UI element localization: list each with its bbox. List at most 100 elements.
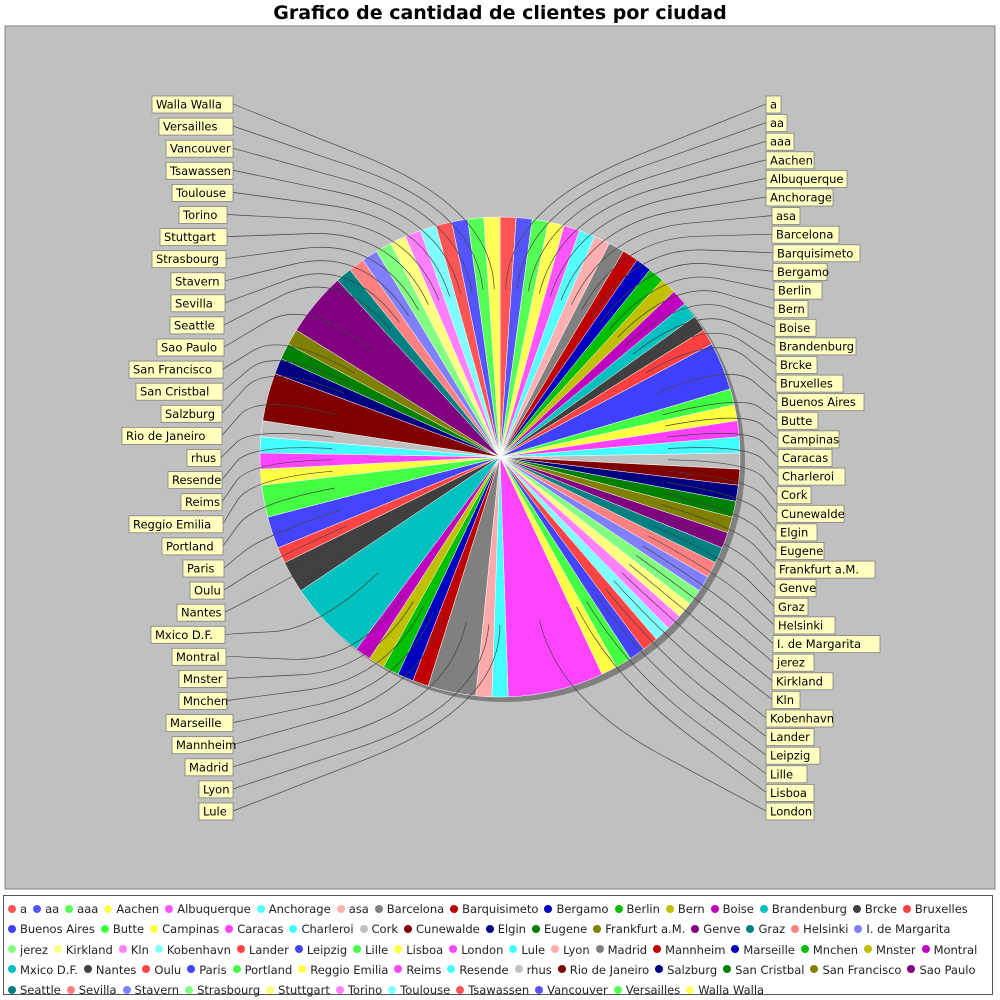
slice-label: Mxico D.F. <box>150 625 226 644</box>
leader-line <box>223 525 347 591</box>
label-text: San Francisco <box>133 363 212 377</box>
legend-item: Charleroi <box>289 919 354 939</box>
label-text: Cunewalde <box>781 507 845 521</box>
legend-item: London <box>449 940 503 960</box>
legend-swatch <box>404 924 412 933</box>
label-box <box>184 758 234 777</box>
legend-item: Boise <box>710 899 754 919</box>
leader-line <box>232 125 484 290</box>
legend-item: Paris <box>187 960 227 980</box>
legend-label: aaa <box>77 902 99 916</box>
legend-swatch <box>336 904 345 913</box>
label-text: Seattle <box>174 318 215 332</box>
legend-label: Kobenhavn <box>166 942 231 957</box>
leader-line <box>655 374 778 402</box>
legend-label: Oulu <box>154 962 182 977</box>
label-box <box>165 714 234 732</box>
legend-item: Bruxelles <box>902 899 968 919</box>
legend-item: Nantes <box>83 960 136 980</box>
leader-line <box>613 580 767 719</box>
leader-line <box>505 103 767 290</box>
legend-label: Lille <box>365 942 389 957</box>
label-box <box>165 139 234 158</box>
leader-line <box>225 594 405 660</box>
legend-swatch <box>165 904 174 913</box>
legend-swatch <box>104 904 113 913</box>
legend-label: a <box>20 902 28 916</box>
legend-swatch <box>289 924 298 933</box>
slice-label: Kln <box>771 691 801 709</box>
label-box <box>776 411 819 430</box>
slice-label: Torino <box>178 206 228 224</box>
label-text: Walla Walla <box>156 98 222 112</box>
slice-label: Elgin <box>775 523 818 542</box>
leader-line <box>222 487 335 547</box>
label-box <box>161 537 224 556</box>
leader-line <box>661 504 776 570</box>
legend-item: Portland <box>232 960 292 980</box>
label-box <box>167 471 223 490</box>
legend-label: Paris <box>199 962 227 977</box>
leader-line <box>576 606 767 793</box>
legend-label: Reggio Emilia <box>310 962 389 977</box>
leader-line <box>586 600 767 775</box>
label-box <box>765 709 834 728</box>
legend-label: Charleroi <box>301 922 354 937</box>
legend-swatch <box>394 965 403 974</box>
leader-line <box>629 564 773 682</box>
legend-label: Madrid <box>607 942 648 957</box>
leader-line <box>657 514 776 589</box>
legend-item: I. de Margarita <box>854 919 950 939</box>
legend-swatch <box>595 945 604 954</box>
label-text: aaa <box>770 135 791 149</box>
leader-line <box>665 417 779 440</box>
legend-swatch <box>509 945 518 954</box>
label-text: Lyon <box>203 782 229 796</box>
slice-label: Versailles <box>158 117 234 136</box>
legend-item: Brcke <box>852 899 897 919</box>
legend-label: San Francisco <box>822 962 902 977</box>
leader-line <box>667 459 778 496</box>
slice-label: Lule <box>198 802 234 821</box>
legend-swatch <box>353 945 362 954</box>
legend-item: Bergamo <box>544 899 609 919</box>
legend-label: rhus <box>526 962 552 977</box>
label-box <box>774 579 817 598</box>
label-box <box>178 670 228 688</box>
slice-label: Paris <box>182 559 225 578</box>
legend-swatch <box>66 985 75 994</box>
label-box <box>170 294 226 313</box>
legend-label: Anchorage <box>268 902 331 916</box>
legend-label: Marseille <box>743 942 795 957</box>
label-text: Marseille <box>170 716 221 730</box>
label-text: Bern <box>778 302 805 316</box>
legend-item: Montral <box>921 940 977 960</box>
label-box <box>774 337 857 356</box>
label-text: Albuquerque <box>770 172 844 186</box>
legend-label: Salzburg <box>667 962 718 977</box>
label-text: Portland <box>166 539 214 553</box>
slice-label: Nantes <box>176 603 226 622</box>
legend-swatch <box>593 924 602 933</box>
slice-label: Genve <box>774 579 817 598</box>
label-box <box>773 300 809 319</box>
label-text: Genve <box>779 581 816 595</box>
label-text: Bruxelles <box>780 377 833 391</box>
legend-item: Anchorage <box>256 899 331 919</box>
legend-swatch <box>810 965 819 974</box>
leader-line <box>224 572 379 635</box>
legend-label: Lisboa <box>406 942 444 957</box>
slice-label: a <box>765 95 782 114</box>
label-text: Montral <box>176 650 220 664</box>
slice-label: Helsinki <box>773 616 836 635</box>
leader-line <box>667 447 779 477</box>
legend-swatch <box>791 924 800 933</box>
legend-label: Brandenburg <box>771 902 847 916</box>
legend-label: Frankfurt a.M. <box>605 922 686 937</box>
label-text: Sao Paulo <box>161 341 217 355</box>
legend-swatch <box>298 965 307 974</box>
legend-item: Lander <box>236 940 289 960</box>
legend-swatch <box>65 904 74 913</box>
slice-label: Campinas <box>777 430 840 449</box>
legend-item: Salzburg <box>655 960 717 980</box>
